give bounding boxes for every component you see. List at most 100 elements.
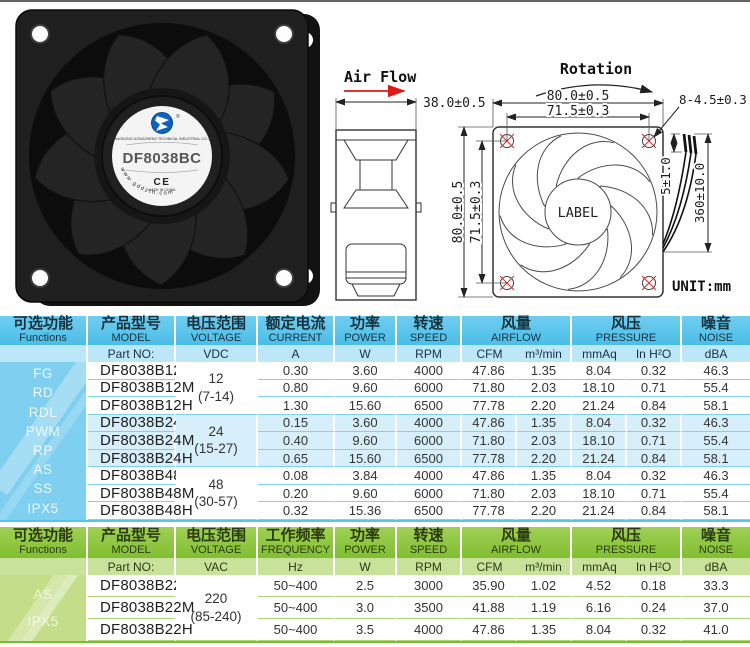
model-cell: DF8038B24H [88, 450, 193, 468]
subheader-w: W [335, 345, 397, 362]
m3min-cell: 2.20 [517, 397, 572, 415]
function-label: PWM [25, 423, 61, 439]
model-cell: DF8038B22L [88, 575, 190, 597]
power-cell: 15.60 [335, 449, 397, 468]
unit-label: UNIT:mm [672, 279, 731, 295]
power-cell: 15.60 [335, 397, 397, 415]
speed-cell: 4000 [397, 414, 462, 433]
fan-mount-hole [30, 24, 50, 44]
header-cn: 风量 [500, 527, 531, 545]
noise-cell: 46.3 [682, 362, 750, 380]
col-header-speed: 转速 SPEED [397, 316, 462, 345]
frequency-cell: 50~400 [258, 619, 335, 641]
header-cn: 风压 [610, 527, 641, 545]
functions-sidebar: FG RD RDL PWM RP AS SS IPX5 [0, 362, 88, 520]
mmaq-cell: 21.24 [572, 449, 627, 468]
mmaq-cell: 6.16 [572, 597, 627, 619]
ce-mark: CE [154, 177, 171, 188]
current-cell: 0.20 [258, 484, 335, 503]
fan-mount-hole [274, 268, 294, 288]
ac-spec-table: 可选功能 Functions 产品型号 MODEL 电压范围 VOLTAGE 工作频率… [0, 527, 750, 641]
cfm-cell: 41.88 [462, 597, 517, 619]
functions-sidebar: AS IPX5 [0, 575, 88, 641]
power-cell: 9.60 [335, 484, 397, 503]
noise-cell: 41.0 [682, 619, 750, 641]
function-label: AS [33, 462, 53, 478]
noise-cell: 46.3 [682, 414, 750, 433]
cfm-cell: 71.80 [462, 484, 517, 503]
header-cn: 工作频率 [265, 527, 326, 545]
speed-cell: 3500 [397, 597, 462, 619]
m3min-cell: 2.03 [517, 379, 572, 398]
col-header-noise: 噪音 NOISE [682, 527, 750, 558]
fan-mount-hole [30, 268, 50, 288]
header-en: SPEED [409, 544, 448, 557]
label-company-line: GUANGDONG DONGZHENG TECHNICAL INDUSTRIAL… [109, 137, 216, 141]
function-label: IPX5 [27, 614, 59, 629]
subheader-inh2o: In H²O [627, 345, 682, 362]
model-cell: DF8038B12L [88, 362, 190, 380]
voltage-value: 12 [208, 371, 224, 387]
noise-cell: 37.0 [682, 597, 750, 619]
power-cell: 3.0 [335, 597, 397, 619]
fan-mount-hole [274, 24, 294, 44]
subheader-hz: Hz [258, 558, 335, 575]
header-cn: 可选功能 [12, 315, 73, 333]
header-cn: 噪音 [700, 527, 731, 545]
col-header-power: 功率 POWER [335, 527, 397, 558]
header-en: MODEL [111, 332, 151, 345]
hub-label-circle [544, 178, 612, 246]
subheader-blank [0, 345, 88, 362]
power-cell: 3.60 [335, 362, 397, 380]
col-header-pressure: 风压 PRESSURE [572, 527, 682, 558]
label-placeholder: LABEL [558, 205, 599, 221]
header-cn: 功率 [349, 527, 380, 545]
mmaq-cell: 8.04 [572, 467, 627, 485]
header-cn: 电压范围 [185, 315, 246, 333]
noise-cell: 33.3 [682, 575, 750, 597]
hole-pitch-v-dim: 71.5±0.3 [469, 181, 484, 244]
label-origin: MADE IN CHINA [148, 188, 176, 192]
subheader-mmaq: mmAq [572, 345, 627, 362]
header-en: Functions [19, 544, 67, 557]
voltage-value: 220 [204, 590, 228, 606]
subheader-dba: dBA [682, 345, 750, 362]
m3min-cell: 2.20 [517, 449, 572, 468]
voltage-range: (7-14) [197, 388, 234, 404]
m3min-cell: 2.03 [517, 432, 572, 450]
noise-cell: 58.1 [682, 397, 750, 415]
model-cell: DF8038B48H [88, 502, 193, 520]
power-cell: 9.60 [335, 379, 397, 398]
subheader-part-no: Part NO: [88, 345, 176, 362]
header-en: VOLTAGE [190, 332, 242, 345]
fan-photo: ® GUANGDONG DONGZHENG TECHNICAL INDUSTRI… [15, 9, 320, 306]
hole-pitch-dim: 71.5±0.3 [547, 104, 610, 119]
col-header-noise: 噪音 NOISE [682, 316, 750, 345]
function-label: AS [33, 587, 53, 602]
top-edge-strip [0, 0, 750, 2]
header-en: PRESSURE [595, 332, 657, 345]
subheader-blank [0, 558, 88, 575]
function-label: IPX5 [27, 500, 59, 516]
mmaq-cell: 18.10 [572, 432, 627, 450]
m3min-cell: 2.20 [517, 502, 572, 520]
cfm-cell: 77.78 [462, 502, 517, 520]
model-cell: DF8038B24L [88, 414, 190, 433]
header-cn: 产品型号 [100, 315, 161, 333]
cfm-cell: 77.78 [462, 397, 517, 415]
m3min-cell: 2.03 [517, 484, 572, 503]
cfm-cell: 71.80 [462, 432, 517, 450]
hole-dia-leader [653, 106, 680, 138]
header-cn: 转速 [413, 527, 444, 545]
header-en: POWER [344, 332, 386, 345]
frequency-cell: 50~400 [258, 597, 335, 619]
subheader-vdc: VDC [176, 345, 258, 362]
dc-table-bottom-border [0, 520, 750, 522]
m3min-cell: 1.02 [517, 575, 572, 597]
function-label: FG [33, 366, 53, 382]
cfm-cell: 47.86 [462, 414, 517, 433]
voltage-group-cell: 24 (15-27) [176, 414, 258, 468]
speed-cell: 6500 [397, 449, 462, 468]
m3min-cell: 1.19 [517, 597, 572, 619]
subheader-dba: dBA [682, 558, 750, 575]
